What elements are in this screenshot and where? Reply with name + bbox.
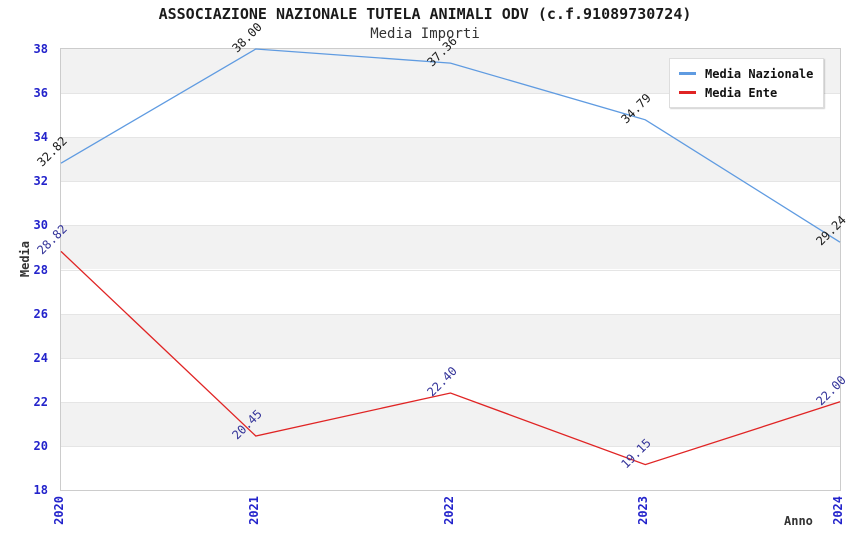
- plot-band: [61, 269, 840, 314]
- plot-band: [61, 357, 840, 402]
- x-axis-ticks: 2020 2021 2022 2023 2024: [52, 496, 845, 540]
- plot-band: [61, 401, 840, 446]
- y-tick-label: 28: [33, 262, 48, 277]
- y-tick-label: 32: [33, 174, 48, 189]
- legend-swatch-media-nazionale: [679, 72, 696, 75]
- y-tick-label: 24: [33, 350, 48, 365]
- x-tick-label: 2024: [831, 496, 845, 525]
- legend: Media Nazionale Media Ente: [669, 58, 825, 108]
- y-axis-ticks: 38 36 34 32 30 28 26 24 22 20 18: [0, 42, 48, 497]
- x-tick-label: 2023: [636, 496, 651, 525]
- x-tick-label: 2022: [441, 496, 456, 525]
- legend-label-media-ente: Media Ente: [705, 85, 778, 100]
- y-tick-label: 34: [33, 130, 48, 145]
- legend-item-media-nazionale: Media Nazionale: [679, 64, 813, 83]
- chart-title: ASSOCIAZIONE NAZIONALE TUTELA ANIMALI OD…: [158, 5, 692, 23]
- plot-band: [61, 313, 840, 358]
- y-tick-label: 20: [33, 438, 48, 453]
- y-tick-label: 22: [33, 394, 48, 409]
- chart-subtitle: Media Importi: [370, 26, 480, 42]
- x-axis-title: Anno: [784, 514, 813, 528]
- legend-item-media-ente: Media Ente: [679, 83, 813, 102]
- y-tick-label: 26: [33, 306, 48, 321]
- y-tick-label: 36: [33, 86, 48, 101]
- plot-band: [61, 181, 840, 226]
- y-tick-label: 38: [33, 42, 48, 56]
- y-tick-label: 30: [33, 218, 48, 233]
- plot-band: [61, 445, 840, 490]
- y-tick-label: 18: [33, 483, 48, 497]
- x-tick-label: 2020: [52, 496, 66, 525]
- x-tick-label: 2021: [246, 496, 261, 525]
- legend-swatch-media-ente: [679, 91, 696, 94]
- plot-band: [61, 225, 840, 270]
- series-lines: [60, 48, 841, 466]
- legend-label-media-nazionale: Media Nazionale: [705, 66, 814, 81]
- plot-area: 32.82 38.00 37.36 34.79 29.24 28.82 20.45 22.40…: [34, 20, 849, 491]
- plot-band: [61, 137, 840, 182]
